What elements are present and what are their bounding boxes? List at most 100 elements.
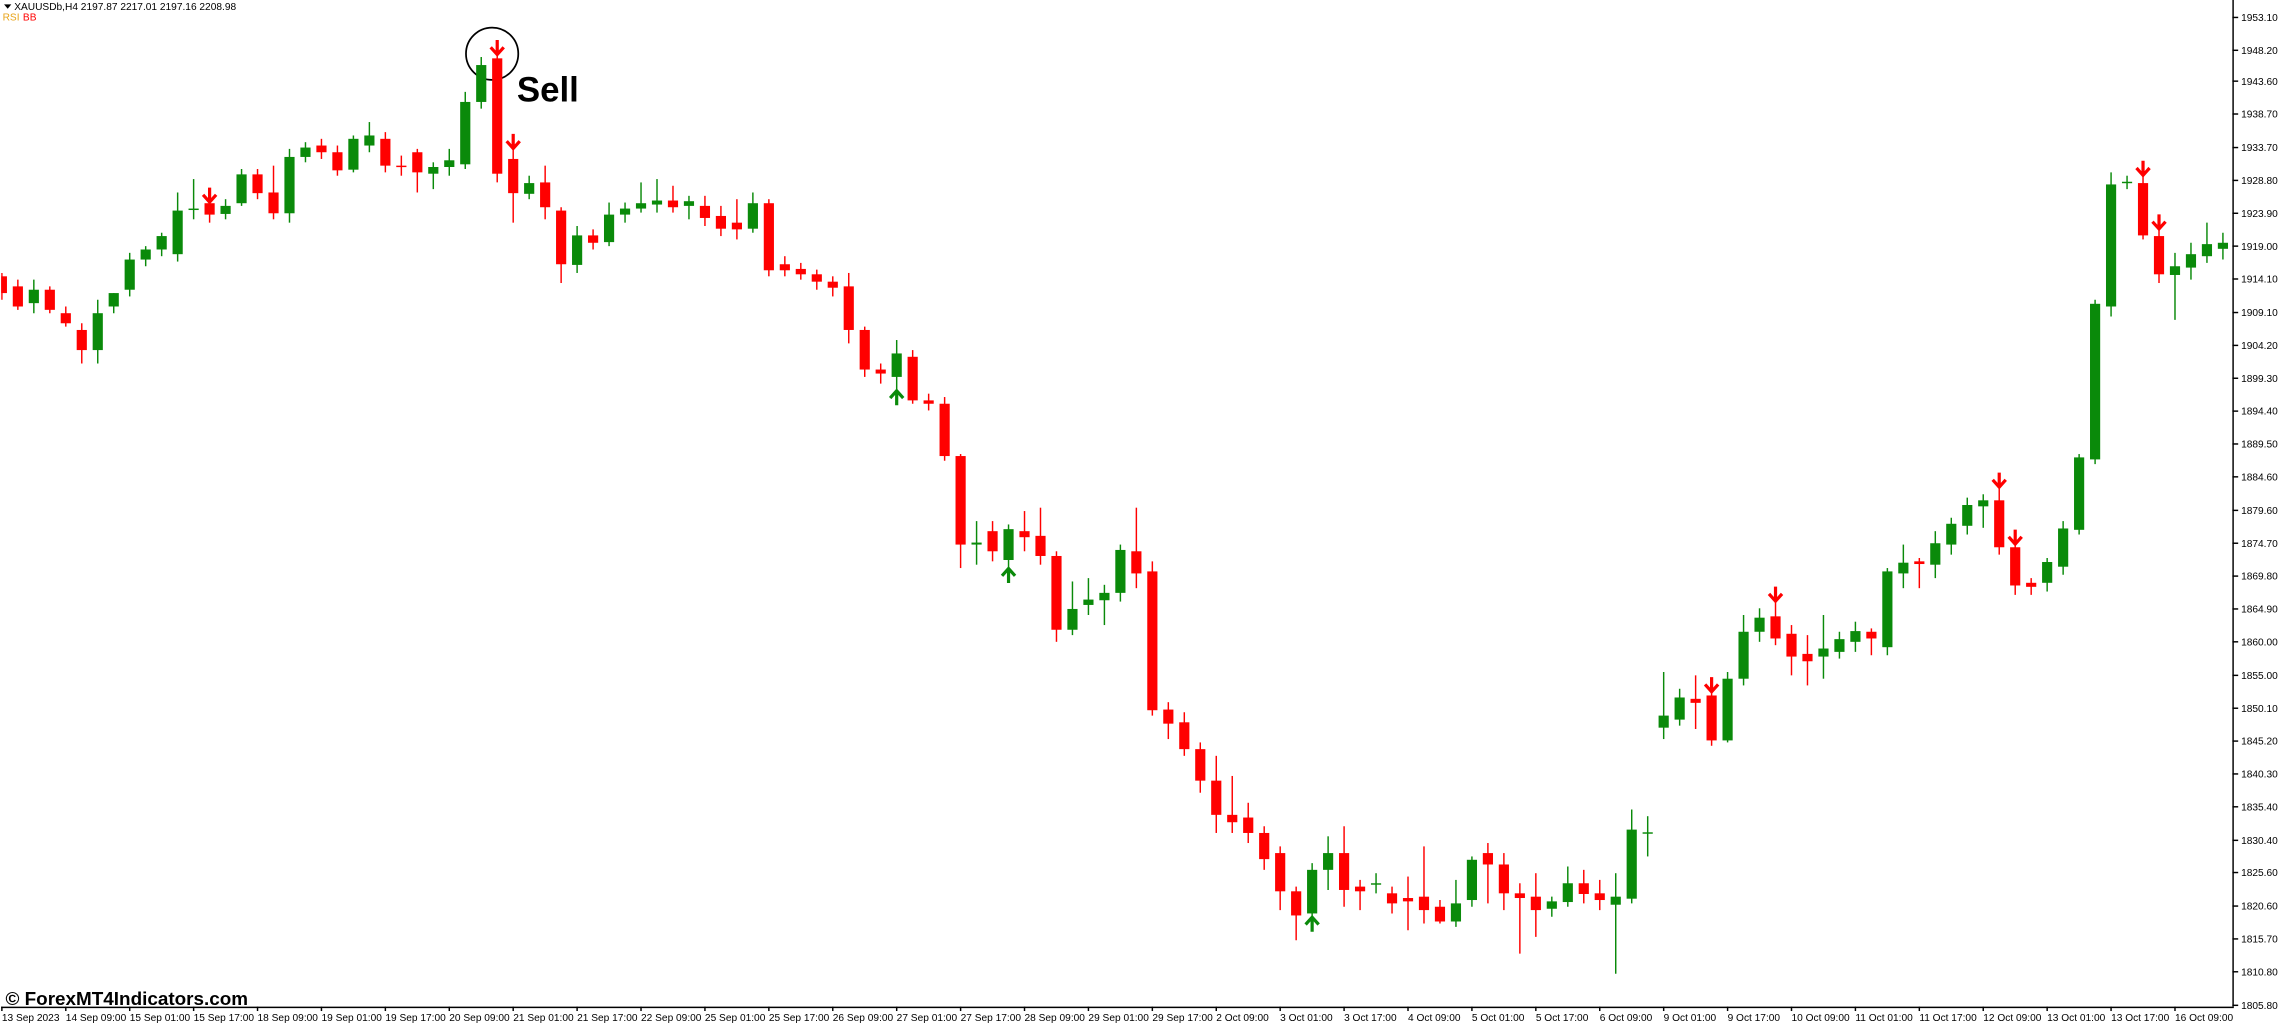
candle-body <box>747 203 758 229</box>
candle-body <box>1354 886 1366 892</box>
x-tick-label: 13 Oct 17:00 <box>2111 1013 2170 1024</box>
x-tick-label: 28 Sep 09:00 <box>1025 1013 1086 1024</box>
y-tick-label: 1909.10 <box>2241 308 2278 319</box>
y-tick-label: 1805.80 <box>2241 1001 2278 1012</box>
x-tick-label: 27 Sep 17:00 <box>961 1013 1022 1024</box>
candle-body <box>204 203 215 215</box>
candle-body <box>1930 543 1941 565</box>
candle-body <box>1802 653 1813 662</box>
candle-body <box>859 329 870 370</box>
candle-body <box>1754 617 1765 632</box>
candle-body <box>188 208 199 211</box>
candle-body <box>492 58 503 174</box>
x-tick-label: 22 Sep 09:00 <box>641 1013 702 1024</box>
candle-body <box>1978 500 1989 507</box>
candle-body <box>412 152 423 173</box>
candle-body <box>1147 571 1158 711</box>
candle-body <box>1099 592 1110 601</box>
candle-body <box>1626 829 1637 899</box>
y-tick-label: 1953.10 <box>2241 13 2278 24</box>
y-tick-label: 1845.20 <box>2241 737 2278 748</box>
candle-body <box>827 281 838 288</box>
candle-body <box>2185 254 2197 268</box>
y-tick-label: 1810.80 <box>2241 967 2278 978</box>
candle-body <box>108 293 119 307</box>
candle-body <box>1690 698 1701 703</box>
candle-body <box>779 264 790 271</box>
candle-body <box>1562 883 1573 903</box>
y-tick-label: 1904.20 <box>2241 341 2278 352</box>
candle-body <box>923 400 934 404</box>
candle-body <box>1163 709 1174 724</box>
candle-body <box>763 203 774 271</box>
candle-body <box>540 182 551 208</box>
x-tick-label: 11 Oct 17:00 <box>1919 1013 1977 1024</box>
x-tick-label: 16 Oct 09:00 <box>2175 1013 2234 1024</box>
candle-body <box>60 313 71 324</box>
y-tick-label: 1943.60 <box>2241 77 2278 88</box>
x-tick-label: 21 Sep 17:00 <box>577 1013 638 1024</box>
candle-body <box>460 101 471 165</box>
candle-body <box>939 403 950 457</box>
candle-body <box>1866 631 1877 639</box>
buy-arrow <box>1000 566 1017 584</box>
sell-arrow <box>505 133 521 151</box>
candle-body <box>875 369 886 374</box>
candle-body <box>1722 678 1733 741</box>
candle-body <box>1818 648 1829 657</box>
candle-body <box>2169 266 2181 275</box>
candle-body <box>1115 549 1126 593</box>
y-tick-label: 1948.20 <box>2241 46 2278 57</box>
x-tick-label: 27 Sep 01:00 <box>897 1013 958 1024</box>
candle-body <box>268 192 279 214</box>
sell-arrow <box>1767 586 1784 604</box>
x-tick-label: 29 Sep 17:00 <box>1152 1013 1213 1024</box>
candle-body <box>1994 500 2005 548</box>
y-tick-label: 1923.90 <box>2241 209 2278 220</box>
candle-body <box>236 174 247 204</box>
candle-body <box>1 276 7 294</box>
candle-body <box>1498 864 1509 894</box>
x-tick-label: 15 Sep 01:00 <box>130 1013 191 1024</box>
plot-area <box>1 40 2229 974</box>
candle-body <box>2042 562 2053 583</box>
candle-body <box>1482 853 1493 865</box>
candle-body <box>1786 633 1797 657</box>
candle-body <box>2026 582 2037 587</box>
x-tick-label: 19 Sep 17:00 <box>385 1013 446 1024</box>
candle-body <box>2090 303 2101 460</box>
sell-arrow <box>489 40 505 57</box>
candle-body <box>428 166 439 174</box>
y-tick-label: 1879.60 <box>2241 506 2278 517</box>
x-tick-label: 5 Oct 01:00 <box>1472 1013 1525 1024</box>
candle-body <box>1642 832 1653 834</box>
y-tick-label: 1889.50 <box>2241 440 2278 451</box>
candle-body <box>1275 853 1286 892</box>
candle-body <box>220 205 231 214</box>
candle-body <box>1003 529 1014 561</box>
candle-body <box>1227 814 1238 823</box>
sell-arrow <box>2135 160 2151 178</box>
y-tick-label: 1850.10 <box>2241 704 2278 715</box>
x-tick-label: 3 Oct 17:00 <box>1344 1013 1397 1024</box>
candle-body <box>1962 505 1973 526</box>
y-tick-label: 1914.10 <box>2241 275 2278 286</box>
x-tick-label: 15 Sep 17:00 <box>194 1013 255 1024</box>
y-tick-label: 1899.30 <box>2241 374 2278 385</box>
candle-body <box>1418 896 1430 911</box>
candle-body <box>1402 898 1414 902</box>
candle-body <box>1850 631 1861 642</box>
candle-body <box>300 147 311 157</box>
y-tick-label: 1864.90 <box>2241 605 2278 616</box>
candle-body <box>1466 859 1478 901</box>
x-tick-label: 9 Oct 17:00 <box>1728 1013 1781 1024</box>
menu-icon <box>4 4 12 9</box>
y-tick-label: 1820.60 <box>2241 902 2278 913</box>
candle-body <box>1450 903 1462 922</box>
candle-body <box>76 329 87 351</box>
candle-body <box>1035 535 1046 556</box>
buy-arrow <box>888 388 905 406</box>
candle-body <box>1594 893 1605 901</box>
candle-body <box>1051 555 1062 630</box>
